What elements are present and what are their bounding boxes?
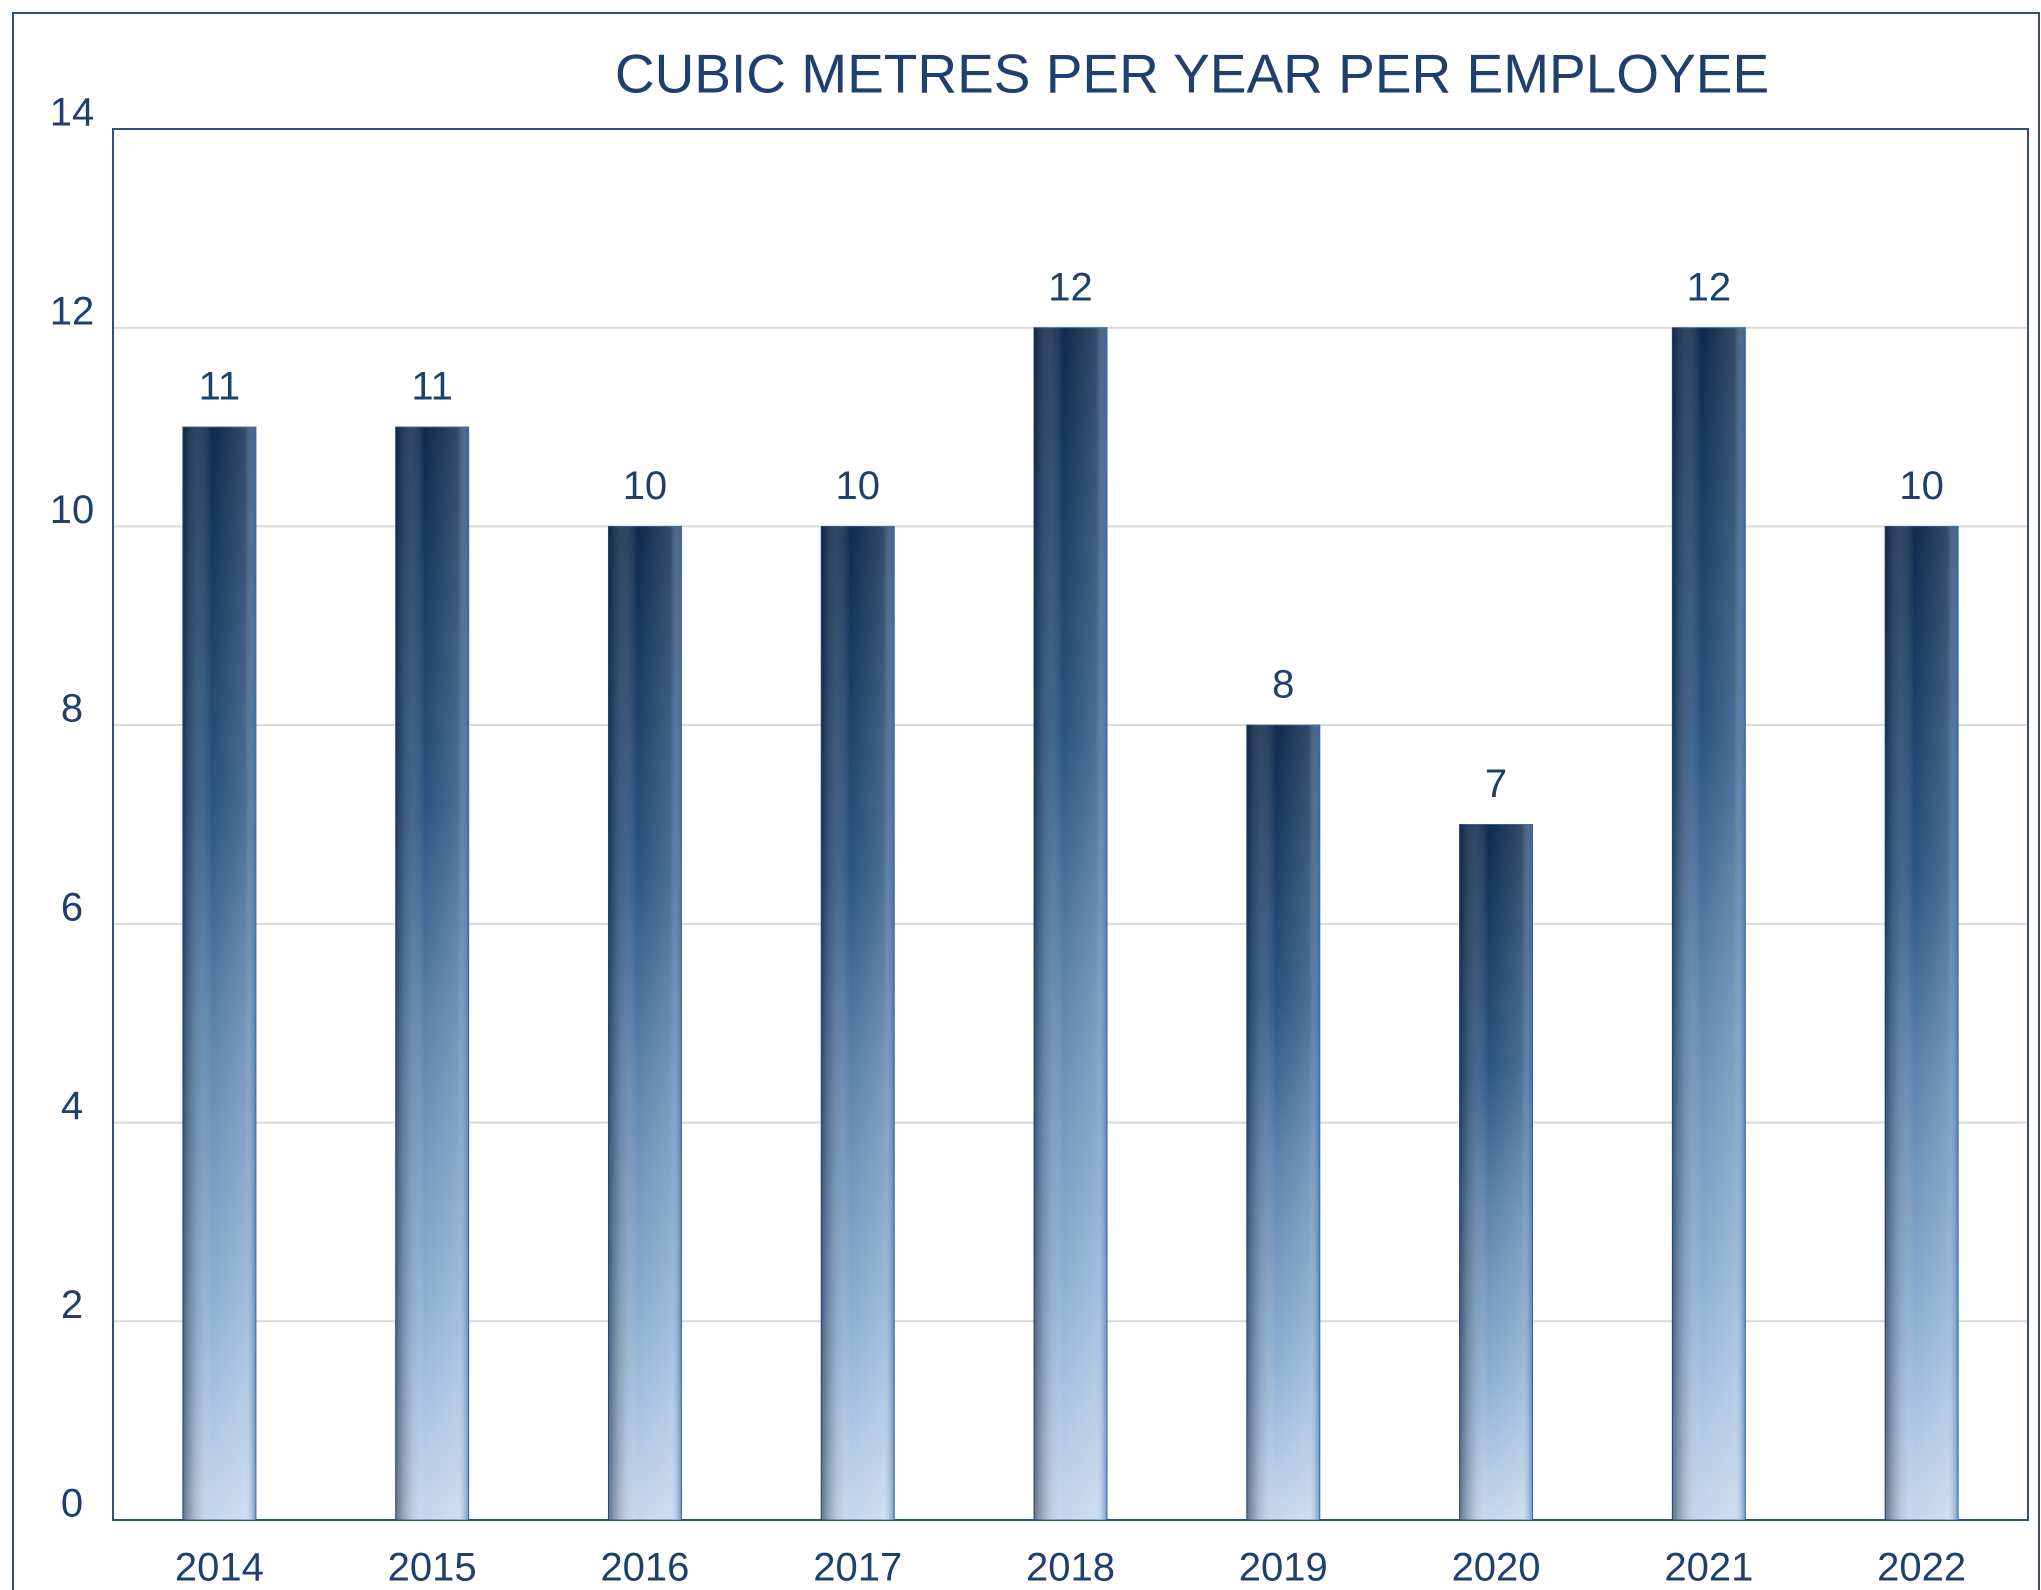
- x-tick-label: 2020: [1452, 1546, 1541, 1590]
- bar-shade: [396, 427, 469, 1520]
- bar-shade: [1247, 725, 1320, 1520]
- bar-shade: [1460, 825, 1533, 1521]
- value-label: 10: [1899, 464, 1944, 508]
- bar-shade: [1034, 328, 1107, 1520]
- value-label: 7: [1485, 762, 1507, 806]
- value-label: 12: [1048, 265, 1093, 309]
- y-tick-label: 14: [50, 91, 95, 135]
- x-tick-label: 2015: [388, 1546, 477, 1590]
- value-label: 8: [1272, 663, 1294, 707]
- value-label: 10: [623, 464, 668, 508]
- value-label: 11: [199, 365, 241, 409]
- y-tick-label: 8: [61, 687, 83, 731]
- x-tick-label: 2021: [1664, 1546, 1753, 1590]
- bar-shade: [608, 526, 681, 1520]
- chart-title: CUBIC METRES PER YEAR PER EMPLOYEE: [615, 43, 1769, 105]
- x-tick-label: 2016: [600, 1546, 689, 1590]
- value-label: 10: [835, 464, 880, 508]
- bar-shade: [821, 526, 894, 1520]
- y-tick-label: 12: [50, 289, 95, 333]
- y-tick-label: 10: [50, 488, 95, 532]
- x-tick-label: 2017: [813, 1546, 902, 1590]
- x-tick-label: 2014: [175, 1546, 264, 1590]
- y-tick-label: 6: [61, 885, 83, 929]
- value-label: 12: [1687, 265, 1732, 309]
- bar-shade: [1672, 328, 1745, 1520]
- bar-shade: [1885, 526, 1958, 1520]
- y-tick-label: 0: [61, 1482, 83, 1526]
- chart: CUBIC METRES PER YEAR PER EMPLOYEE 0 2 4 6 8…: [0, 0, 2041, 1590]
- x-tick-label: 2019: [1239, 1546, 1328, 1590]
- x-tick-label: 2022: [1877, 1546, 1966, 1590]
- y-tick-label: 2: [61, 1283, 83, 1327]
- x-tick-label: 2018: [1026, 1546, 1115, 1590]
- y-tick-label: 4: [61, 1084, 83, 1128]
- bar-shade: [183, 427, 256, 1520]
- value-label: 11: [411, 365, 453, 409]
